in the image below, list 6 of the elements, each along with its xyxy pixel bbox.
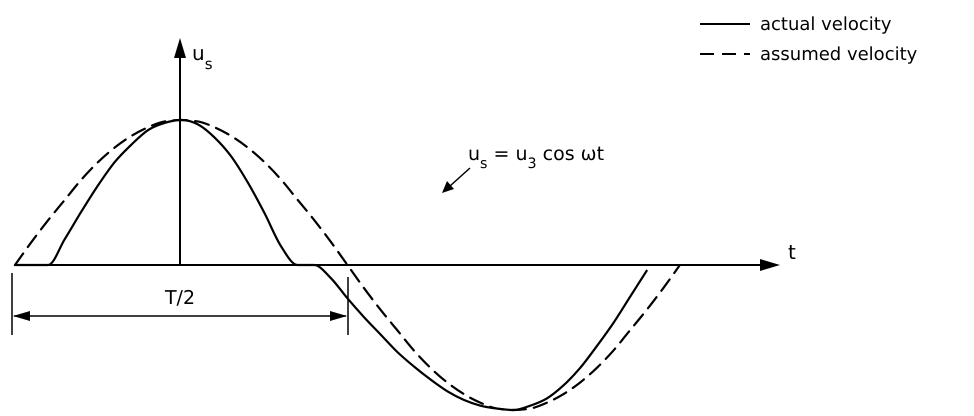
annotation: u$_{s}$ = u$_{3}$ cos ωt xyxy=(468,143,604,172)
legend-label: assumed velocity xyxy=(760,44,918,65)
y-axis-title: u$_{s}$ xyxy=(192,41,213,73)
legend-label: actual velocity xyxy=(760,14,892,35)
annotation: T/2 xyxy=(164,287,196,309)
x-axis-title: t xyxy=(788,240,796,264)
